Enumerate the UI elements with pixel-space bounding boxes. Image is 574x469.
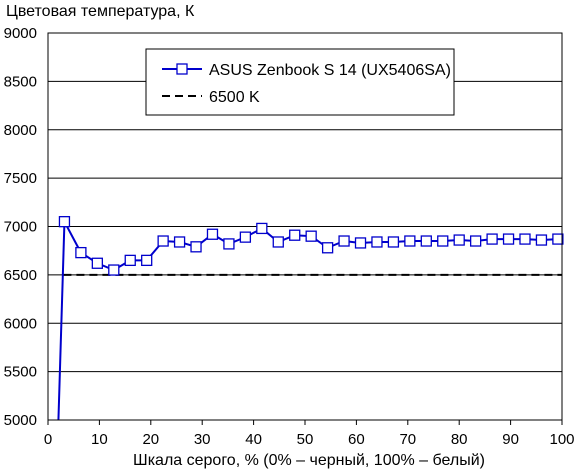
data-point — [404, 235, 416, 247]
y-tick-label: 9000 — [4, 25, 37, 42]
data-point — [58, 216, 71, 228]
data-point — [108, 264, 120, 276]
data-point — [502, 233, 515, 245]
y-tick-label: 5500 — [4, 364, 37, 381]
y-tick-label: 6500 — [4, 267, 37, 284]
x-tick-label: 90 — [502, 431, 519, 448]
data-point — [239, 231, 252, 243]
legend-marker-zenbook — [176, 63, 188, 75]
data-point — [387, 236, 400, 248]
data-point — [437, 235, 449, 247]
data-point — [289, 229, 301, 241]
legend-label-zenbook: ASUS Zenbook S 14 (UX5406SA) — [209, 62, 451, 79]
data-point — [157, 235, 169, 247]
data-point — [453, 234, 465, 246]
x-tick-label: 20 — [142, 431, 159, 448]
data-point — [141, 254, 153, 267]
y-tick-label: 8500 — [4, 73, 37, 90]
x-axis-title: Шкала серого, % (0% – черный, 100% – бел… — [133, 452, 485, 469]
data-point — [305, 230, 317, 242]
x-tick-label: 40 — [245, 431, 262, 448]
data-point — [486, 233, 498, 245]
data-point — [206, 228, 219, 240]
legend-box — [145, 48, 455, 116]
x-tick-label: 0 — [44, 431, 52, 448]
y-tick-label: 5000 — [4, 412, 37, 429]
data-point — [535, 234, 548, 246]
data-point — [173, 236, 186, 248]
legend: ASUS Zenbook S 14 (UX5406SA) 6500 K — [145, 48, 455, 116]
data-point — [552, 233, 564, 245]
series-layer — [57, 216, 564, 420]
data-point — [75, 246, 87, 259]
y-tick-label: 7500 — [4, 170, 37, 187]
x-tick-label: 100 — [549, 431, 574, 448]
data-point — [223, 238, 235, 250]
y-axis-title: Цветовая температура, К — [6, 3, 195, 20]
data-point — [91, 257, 103, 269]
plot-frame — [47, 32, 563, 421]
x-tick-label: 10 — [91, 431, 108, 448]
data-point — [420, 235, 432, 247]
data-point — [321, 242, 334, 254]
data-point — [338, 235, 350, 247]
data-point — [469, 235, 482, 247]
data-point — [519, 233, 531, 245]
x-tick-label: 70 — [399, 431, 416, 448]
x-tick-label: 50 — [297, 431, 314, 448]
data-point — [371, 236, 383, 248]
data-point — [256, 222, 268, 235]
data-point — [354, 237, 367, 249]
y-tick-label: 6000 — [4, 315, 37, 332]
data-point — [190, 241, 202, 253]
data-point — [272, 236, 284, 248]
x-tick-label: 80 — [451, 431, 468, 448]
x-tick-labels: 0 10 20 30 40 50 60 70 80 90 100 — [44, 420, 574, 448]
y-tick-label: 7000 — [4, 219, 37, 236]
y-tick-labels: 5000 5500 6000 6500 7000 7500 8000 8500 9000 — [4, 25, 37, 429]
legend-label-6500k: 6500 K — [209, 89, 260, 106]
y-tick-label: 8000 — [4, 122, 37, 139]
x-tick-label: 60 — [348, 431, 365, 448]
x-tick-label: 30 — [194, 431, 211, 448]
data-point — [124, 254, 136, 267]
